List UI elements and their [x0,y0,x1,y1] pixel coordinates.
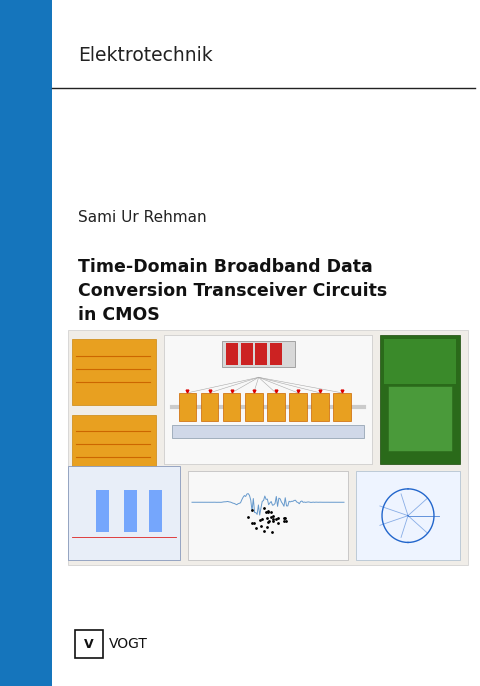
Bar [226,343,239,365]
Text: V: V [84,637,94,650]
Text: Elektrotechnik: Elektrotechnik [78,46,213,65]
Bar [241,343,253,365]
Bar [267,393,285,421]
Bar [384,339,456,384]
Text: in CMOS: in CMOS [78,306,160,324]
Bar [223,393,240,421]
Text: Sami Ur Rehman: Sami Ur Rehman [78,210,206,225]
Bar [270,343,282,365]
FancyBboxPatch shape [72,414,156,480]
FancyBboxPatch shape [72,340,156,405]
Bar [188,471,348,560]
Bar [124,490,137,532]
Bar [0,0,52,686]
Text: VOGT: VOGT [109,637,148,651]
Bar [245,393,263,421]
Bar [255,343,267,365]
Bar [333,393,351,421]
Bar [179,393,196,421]
Bar [172,425,364,438]
Bar [201,393,218,421]
Text: Time-Domain Broadband Data: Time-Domain Broadband Data [78,258,373,276]
Bar [164,335,372,464]
Bar [388,386,452,451]
Bar [289,393,307,421]
Bar [311,393,329,421]
Bar [222,341,295,367]
Bar [75,630,103,658]
Bar [68,466,180,560]
Bar [68,330,468,565]
Bar [149,490,162,532]
Bar [380,335,460,464]
Text: Conversion Transceiver Circuits: Conversion Transceiver Circuits [78,282,387,300]
Bar [96,490,109,532]
Bar [356,471,460,560]
